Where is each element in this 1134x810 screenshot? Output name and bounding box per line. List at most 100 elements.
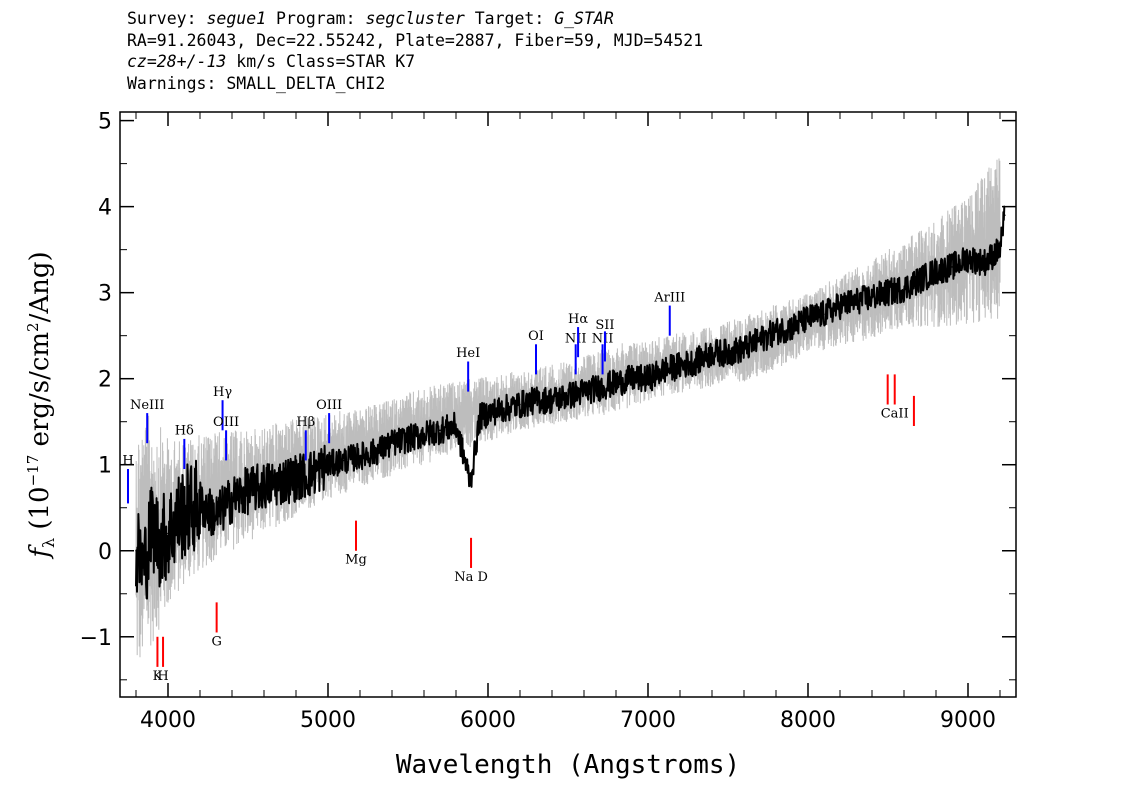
x-tick-label: 9000 (940, 708, 996, 733)
flux-point (855, 300, 857, 303)
emission-line-label: NII (592, 332, 614, 347)
emission-line-label: OIII (316, 398, 342, 413)
flux-point (903, 287, 905, 290)
emission-line-label: Hγ (213, 385, 232, 400)
emission-line-label: HeI (456, 346, 480, 361)
flux-point (423, 433, 425, 436)
flux-point (919, 279, 921, 281)
error-envelope (135, 158, 1001, 658)
axis-ticks: 4000 5000 6000 7000 8000 9000 −1 0 1 2 3 4 5 (80, 110, 1016, 733)
y-tick-label: 5 (98, 110, 112, 135)
header-line-warnings: Warnings: SMALL_DELTA_CHI2 (127, 73, 386, 93)
flux-point (469, 481, 472, 483)
flux-point (279, 481, 281, 483)
flux-point (567, 395, 569, 397)
flux-point (823, 313, 825, 316)
flux-point (951, 266, 953, 268)
flux-point (135, 550, 137, 552)
flux-point (711, 352, 713, 354)
flux-point (151, 524, 153, 526)
flux-point (1004, 214, 1006, 216)
flux-point (231, 498, 233, 500)
flux-point (999, 248, 1001, 251)
flux-point (247, 489, 249, 492)
flux-point (647, 377, 649, 380)
flux-point (143, 567, 145, 569)
emission-line-label: H (122, 454, 133, 469)
program-label: Program: (266, 9, 366, 28)
flux-point (583, 390, 585, 393)
absorption-line-label: G (211, 634, 221, 649)
flux-point (551, 399, 553, 402)
emission-line-label: NeIII (130, 398, 164, 413)
y-tick-label: −1 (80, 626, 112, 651)
flux-series (135, 205, 1006, 600)
flux-point (479, 416, 481, 419)
target-label: Target: (464, 9, 555, 28)
y-tick-label: 0 (98, 540, 112, 565)
flux-point (695, 360, 697, 363)
flux-point (391, 442, 393, 445)
y-tick-label: 1 (98, 454, 112, 479)
survey-label: Survey: (127, 9, 207, 28)
header-line-class: cz=28+/-13 km/s Class=STAR K7 (127, 51, 1127, 73)
flux-point (311, 472, 313, 475)
flux-point (791, 326, 793, 328)
error-envelope-line (135, 158, 1001, 658)
x-tick-label: 6000 (460, 708, 516, 733)
redshift-value: cz=28+/-13 (127, 52, 227, 71)
flux-point (375, 451, 377, 453)
flux-point (519, 403, 521, 406)
absorption-line-label: Na D (454, 570, 488, 585)
plot-frame (119, 111, 1017, 698)
x-axis-title: Wavelength (Angstroms) (396, 750, 740, 780)
x-tick-label: 5000 (300, 708, 356, 733)
flux-point (743, 347, 745, 350)
flux-point (599, 386, 601, 389)
emission-line-label: OI (528, 329, 544, 344)
survey-value: segue1 (206, 9, 267, 28)
flux-point (359, 455, 361, 457)
flux-point (215, 515, 217, 518)
y-tick-label: 3 (98, 282, 112, 307)
y-axis-title: fλ (10−17 erg/s/cm2/Ang) (24, 251, 58, 559)
flux-point (487, 412, 489, 414)
flux-point (967, 257, 969, 260)
flux-point (295, 476, 297, 479)
emission-line-label: ArIII (653, 290, 685, 305)
absorption-line-label: H (157, 669, 168, 684)
flux-point (615, 382, 617, 384)
spectrum-header: Survey: segue1 Program: segcluster Targe… (127, 8, 1127, 94)
flux-point (159, 541, 161, 543)
flux-point (935, 270, 937, 273)
emission-line-label: Hδ (175, 424, 194, 439)
flux-point (343, 459, 345, 462)
x-tick-label: 4000 (140, 708, 196, 733)
flux-point (407, 438, 409, 440)
flux-point (535, 399, 537, 402)
flux-point (503, 408, 505, 410)
x-tick-label: 7000 (620, 708, 676, 733)
flux-point (175, 519, 177, 522)
flux-point (775, 330, 777, 333)
emission-line-label: SII (595, 318, 614, 333)
y-tick-label: 4 (98, 196, 112, 221)
flux-point (887, 291, 889, 294)
emission-line-label: Hβ (296, 415, 315, 430)
header-line-survey: Survey: segue1 Program: segcluster Targe… (127, 8, 1127, 30)
flux-point (631, 377, 633, 380)
target-value: G_STAR (554, 9, 614, 28)
flux-point (679, 365, 681, 367)
flux-point (759, 339, 761, 341)
flux-point (455, 425, 457, 427)
x-tick-label: 8000 (780, 708, 836, 733)
flux-point (327, 463, 329, 466)
flux-line (135, 205, 1006, 600)
flux-point (663, 369, 665, 371)
flux-point (807, 317, 809, 320)
emission-line-label: Hα (568, 312, 588, 327)
flux-point (727, 352, 729, 354)
emission-line-label: NII (565, 332, 587, 347)
